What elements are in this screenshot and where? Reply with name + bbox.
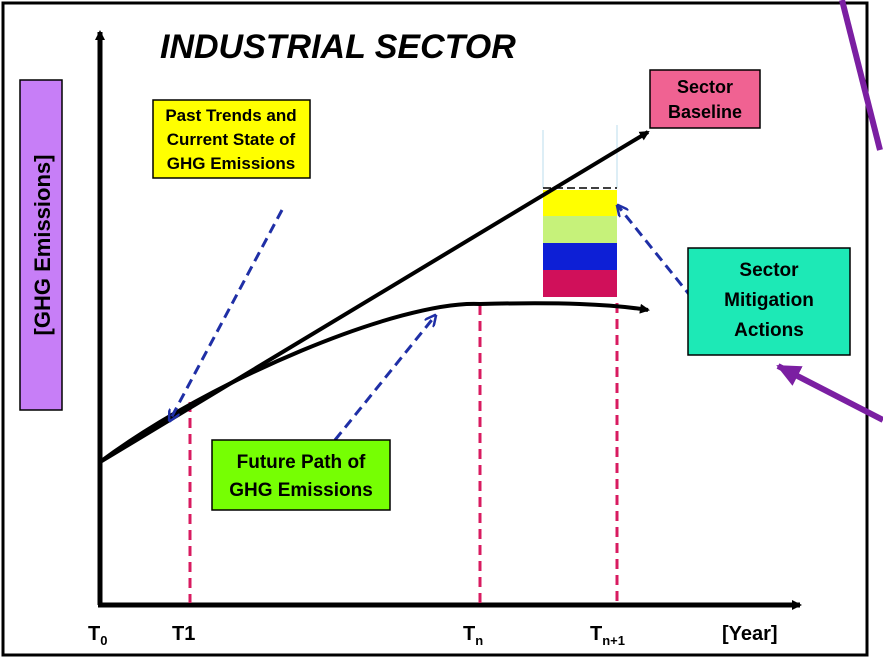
mitigation-stack	[542, 125, 618, 297]
future-path-box	[211, 439, 391, 511]
past-trends-box	[152, 99, 311, 179]
time-markers	[188, 303, 619, 603]
pointer-arrows	[170, 206, 694, 441]
time-sub: n+1	[602, 633, 625, 648]
future-path-curve	[98, 301, 650, 464]
time-base: T	[463, 623, 475, 645]
purple-line	[839, 0, 883, 151]
time-sub: n	[475, 633, 483, 648]
y-axis-label: [GHG Emissions]	[30, 155, 55, 336]
box-line: Actions	[734, 320, 804, 341]
time-label: T0	[88, 623, 107, 648]
time-label: T1	[172, 623, 195, 645]
time-base: T	[590, 623, 602, 645]
time-base: T	[88, 623, 100, 645]
box-line: Mitigation	[724, 290, 814, 311]
title: INDUSTRIAL SECTOR	[160, 28, 516, 66]
y-label-box	[19, 79, 63, 411]
box-line: Current State of	[167, 130, 296, 149]
time-label: Tn+1	[590, 623, 625, 648]
time-label: Tn	[463, 623, 483, 648]
box-line: Past Trends and	[165, 106, 296, 125]
box-line: Future Path of	[237, 452, 366, 473]
baseline-line	[98, 130, 650, 464]
baseline-box	[649, 69, 761, 129]
box-line: GHG Emissions	[229, 480, 373, 501]
purple-arrow	[776, 363, 883, 423]
box-line: Sector	[677, 77, 733, 97]
box-line: Baseline	[668, 102, 742, 122]
mitigation-box	[687, 247, 851, 356]
box-line: Sector	[739, 260, 799, 281]
box-line: GHG Emissions	[167, 154, 295, 173]
time-sub: 0	[100, 633, 107, 648]
x-axis-label: [Year]	[722, 623, 778, 645]
